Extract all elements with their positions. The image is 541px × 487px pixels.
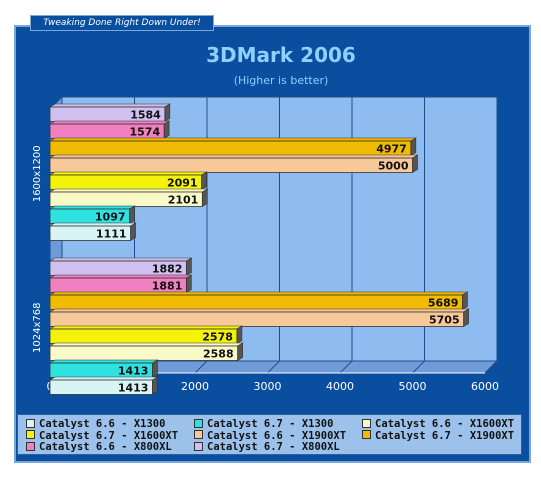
bar-end: [164, 103, 171, 123]
bar-value-label: 2578: [202, 331, 233, 344]
legend-swatch: [194, 430, 203, 439]
bar-top: [48, 376, 159, 381]
legend-item: Catalyst 6.6 - X1300: [26, 418, 165, 430]
group-label: 1600x1200: [32, 145, 43, 202]
bar-end: [202, 188, 208, 208]
bar: [49, 140, 412, 156]
bar-value-label: 1413: [118, 382, 149, 395]
legend-item: Catalyst 6.6 - X1900XT: [194, 430, 346, 442]
bar-value-label: 1881: [152, 280, 183, 293]
bar-end: [410, 137, 417, 157]
bar-end: [130, 222, 136, 242]
group-label: 1024x768: [32, 303, 43, 353]
bar-value-label: 1097: [95, 211, 126, 224]
legend-item: Catalyst 6.7 - X1600XT: [26, 430, 178, 442]
bar-top: [48, 325, 243, 330]
site-banner: Tweaking Done Right Down Under!: [30, 15, 214, 31]
legend-item: Catalyst 6.7 - X1300: [194, 418, 333, 430]
legend-item: Catalyst 6.7 - X1900XT: [362, 430, 514, 442]
gridline-floor: [484, 360, 498, 374]
bar-value-label: 5705: [429, 314, 460, 327]
legend-swatch: [26, 418, 35, 428]
bar-value-label: 2091: [167, 177, 198, 190]
bar-end: [462, 291, 468, 311]
legend-swatch: [194, 441, 203, 451]
gridline-floor: [194, 360, 208, 374]
bar-end: [236, 325, 243, 345]
bar: [49, 379, 153, 395]
bar-end: [237, 342, 243, 362]
bar-value-label: 5000: [378, 160, 409, 173]
legend-item: Catalyst 6.6 - X1600XT: [362, 418, 514, 430]
bar-top: [48, 103, 171, 108]
bar-top: [48, 291, 469, 296]
bar-value-label: 1111: [96, 228, 127, 241]
bar-end: [163, 120, 170, 140]
bar-value-label: 5689: [428, 297, 459, 310]
legend-swatch: [362, 430, 371, 439]
bar-end: [152, 376, 158, 396]
bar-value-label: 2588: [203, 348, 234, 361]
bar: [49, 294, 463, 310]
gridline-floor: [412, 360, 425, 374]
bar-value-label: 4977: [376, 143, 407, 156]
bar-value-label: 1882: [152, 263, 183, 276]
gridline-floor: [339, 360, 353, 374]
bar-top: [48, 257, 193, 262]
legend-swatch: [194, 418, 203, 428]
bar-top: [48, 222, 137, 227]
bar-value-label: 1574: [129, 126, 160, 139]
bar-top: [48, 342, 244, 347]
gridline-floor: [267, 360, 280, 374]
bar-top: [48, 154, 419, 159]
bar: [49, 225, 131, 241]
legend-label: Catalyst 6.6 - X1300: [39, 418, 166, 430]
legend-label: Catalyst 6.6 - X1900XT: [207, 429, 347, 442]
bar-top: [48, 274, 193, 279]
bar-value-label: 1584: [130, 109, 161, 122]
legend-swatch: [362, 418, 371, 428]
bar-end: [129, 205, 135, 225]
x-tick-label: 3000: [254, 380, 282, 393]
bar-end: [412, 154, 418, 174]
bar-value-label: 2101: [168, 194, 199, 207]
legend-label: Catalyst 6.7 - X1300: [207, 418, 334, 430]
x-tick-label: 5000: [399, 380, 427, 393]
chart-subtitle: (Higher is better): [234, 74, 329, 87]
bar-top: [48, 137, 417, 142]
legend-label: Catalyst 6.7 - X1900XT: [375, 429, 515, 442]
bar-top: [48, 188, 209, 193]
legend-swatch: [26, 441, 35, 451]
legend-label: Catalyst 6.7 - X1600XT: [39, 429, 179, 442]
bar-top: [48, 120, 171, 125]
x-tick-label: 2000: [181, 380, 209, 393]
bar-end: [152, 359, 158, 379]
bar-end: [186, 257, 192, 277]
x-tick-label: 4000: [326, 380, 354, 393]
legend-item: Catalyst 6.7 - X800XL: [194, 441, 340, 453]
bar: [49, 311, 465, 327]
bar-top: [48, 171, 208, 176]
bar-end: [186, 274, 192, 294]
bar-end: [201, 171, 207, 191]
legend-label: Catalyst 6.6 - X800XL: [39, 441, 172, 453]
bar-end: [463, 308, 469, 328]
chart-legend: Catalyst 6.6 - X1300 Catalyst 6.7 - X1300…: [17, 414, 522, 455]
bar-value-label: 1413: [118, 365, 149, 378]
legend-label: Catalyst 6.7 - X800XL: [207, 441, 340, 453]
x-tick-label: 6000: [471, 380, 499, 393]
legend-item: Catalyst 6.6 - X800XL: [26, 441, 172, 453]
legend-swatch: [26, 430, 35, 439]
chart-title: 3DMark 2006: [206, 43, 356, 67]
bar-top: [48, 308, 470, 313]
bar-top: [48, 359, 159, 364]
bar: [49, 157, 413, 173]
legend-label: Catalyst 6.6 - X1600XT: [375, 418, 515, 430]
bar-top: [48, 205, 136, 210]
